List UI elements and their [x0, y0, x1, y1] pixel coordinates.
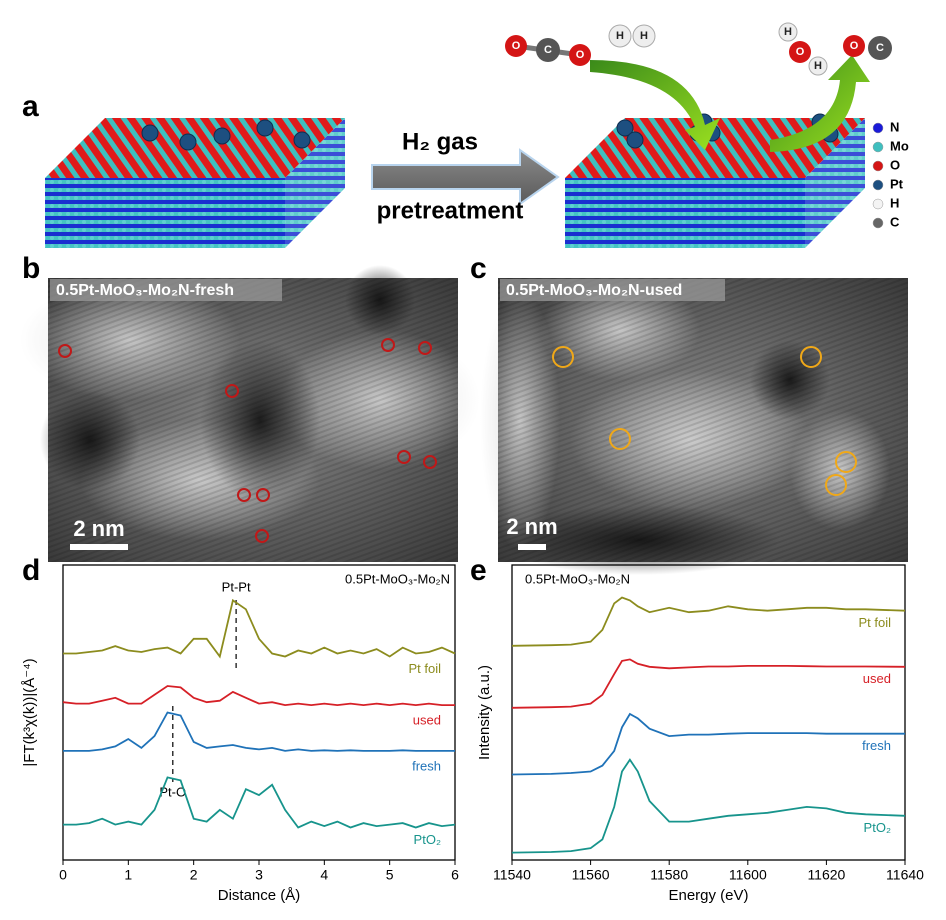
- atom-label: O: [796, 46, 805, 58]
- legend-swatch: [872, 141, 884, 153]
- data-line: [63, 598, 456, 659]
- x-tick-label: 6: [451, 867, 459, 883]
- plot-frame: [62, 564, 456, 861]
- pt-atom: [626, 131, 644, 149]
- panel-label: a: [22, 90, 39, 123]
- data-line: [62, 685, 455, 707]
- legend-label: O: [890, 157, 900, 172]
- y-axis-label: |FT(k³χ(k))|(Å⁻⁴): [21, 658, 38, 766]
- x-tick-label: 11620: [807, 867, 845, 883]
- x-tick-label: 11540: [493, 867, 531, 883]
- series-label: used: [413, 713, 441, 728]
- curved-arrow: [590, 60, 720, 150]
- slab-top: [565, 118, 865, 178]
- legend-swatch: [872, 122, 884, 134]
- pt-atom: [293, 131, 311, 149]
- x-axis-label: Distance (Å): [218, 887, 301, 904]
- series-label: fresh: [862, 738, 891, 753]
- panel-label: d: [22, 554, 40, 587]
- atom-label: C: [876, 42, 884, 54]
- stem-image: 0.5Pt-MoO₃-Mo₂N-fresh 2 nm: [20, 265, 480, 562]
- atom-legend: N Mo O Pt HC: [872, 119, 909, 229]
- curved-arrow: [770, 55, 870, 152]
- arrow-bottom-label: pretreatment: [377, 197, 524, 224]
- panel-label: b: [22, 252, 40, 285]
- legend-label: Mo: [890, 138, 909, 153]
- data-line: [511, 596, 906, 647]
- x-tick-label: 5: [386, 867, 394, 883]
- series-label: used: [863, 671, 891, 686]
- atom-label: H: [814, 60, 822, 72]
- slab-side: [565, 178, 805, 248]
- data-line: [511, 712, 905, 776]
- series-label: Pt foil: [408, 661, 441, 676]
- crystal-models: [45, 113, 865, 248]
- y-axis-label: Intensity (a.u.): [476, 665, 493, 760]
- x-tick-label: 1: [124, 867, 132, 883]
- x-axis-label: Energy (eV): [668, 887, 748, 904]
- x-tick-label: 11560: [572, 867, 610, 883]
- annotation-label: Pt-O: [159, 784, 186, 799]
- panel-label: e: [470, 554, 487, 587]
- legend-swatch: [872, 160, 884, 172]
- x-tick-label: 2: [190, 867, 198, 883]
- x-tick-label: 0: [59, 867, 67, 883]
- h2o-molecule: H O H: [778, 22, 828, 76]
- co-molecule: O C: [843, 35, 892, 60]
- series-label: PtO₂: [864, 820, 891, 835]
- atom-label: O: [576, 49, 585, 61]
- series-label: fresh: [412, 758, 441, 773]
- slab-end: [285, 118, 345, 248]
- atom-label: O: [512, 40, 521, 52]
- x-tick-label: 4: [320, 867, 328, 883]
- legend-swatch: [872, 179, 884, 191]
- atom-label: H: [616, 30, 624, 42]
- legend-label: C: [890, 214, 900, 229]
- series-label: Pt foil: [858, 615, 891, 630]
- x-tick-label: 11640: [886, 867, 924, 883]
- h2-molecule: H H: [608, 24, 656, 48]
- arrow-top-label: H₂ gas: [402, 128, 478, 155]
- annotation-label: Pt-Pt: [222, 579, 251, 594]
- chart-title: 0.5Pt-MoO₃-Mo₂N: [345, 571, 450, 586]
- pt-atom: [141, 124, 159, 142]
- slab-side: [45, 178, 285, 248]
- x-tick-label: 11580: [650, 867, 688, 883]
- series-label: PtO₂: [414, 832, 441, 847]
- atom-label: H: [784, 26, 792, 38]
- pt-atom: [179, 133, 197, 151]
- data-line: [511, 658, 906, 709]
- arrow: [371, 148, 560, 206]
- pt-atom: [213, 127, 231, 145]
- data-line: [63, 711, 455, 752]
- legend-label: H: [890, 195, 899, 210]
- legend-swatch: [872, 217, 884, 229]
- data-line: [511, 758, 906, 854]
- panel-label: c: [470, 252, 487, 285]
- stem-image: 0.5Pt-MoO₃-Mo₂N-used 2 nm: [480, 278, 908, 575]
- image-caption: 0.5Pt-MoO₃-Mo₂N-fresh: [56, 282, 234, 299]
- plot-frame: [511, 564, 906, 861]
- x-tick-label: 11600: [729, 867, 767, 883]
- x-tick-label: 3: [255, 867, 263, 883]
- image-caption: 0.5Pt-MoO₃-Mo₂N-used: [506, 282, 682, 299]
- data-line: [63, 776, 456, 829]
- pt-atom: [616, 119, 634, 137]
- atom-label: H: [640, 30, 648, 42]
- atom-label: O: [850, 40, 859, 52]
- legend-label: N: [890, 119, 899, 134]
- scale-bar-label: 2 nm: [506, 514, 557, 539]
- slab-end: [805, 118, 865, 248]
- pt-atom: [256, 119, 274, 137]
- scale-bar-label: 2 nm: [73, 516, 124, 541]
- legend-label: Pt: [890, 176, 904, 191]
- atom-label: C: [544, 44, 552, 56]
- legend-swatch: [872, 198, 884, 210]
- chart-title: 0.5Pt-MoO₃-Mo₂N: [525, 571, 630, 586]
- co2-molecule: O C O: [505, 35, 591, 66]
